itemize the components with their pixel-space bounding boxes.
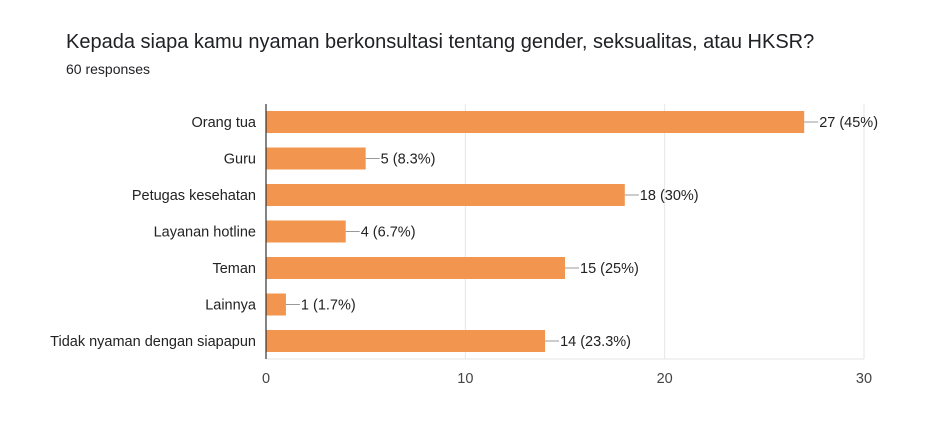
value-label: 27 (45%) xyxy=(819,115,878,131)
category-label: Guru xyxy=(224,152,256,168)
category-label: Orang tua xyxy=(192,115,257,131)
bar-0 xyxy=(266,111,805,133)
category-label: Petugas kesehatan xyxy=(132,188,256,204)
category-label: Teman xyxy=(212,261,256,277)
response-count: 60 responses xyxy=(66,61,151,77)
value-label: 18 (30%) xyxy=(640,188,699,204)
x-tick-label: 10 xyxy=(457,371,473,387)
bar-1 xyxy=(266,147,366,170)
value-label: 1 (1.7%) xyxy=(301,298,356,314)
value-label: 5 (8.3%) xyxy=(381,152,436,168)
chart-title: Kepada siapa kamu nyaman berkonsultasi t… xyxy=(66,31,815,53)
category-label: Lainnya xyxy=(205,298,257,314)
value-label: 15 (25%) xyxy=(580,261,639,277)
bar-4 xyxy=(266,257,565,279)
value-label: 4 (6.7%) xyxy=(361,225,416,241)
bar-5 xyxy=(266,293,286,316)
x-tick-label: 0 xyxy=(262,371,270,387)
category-label: Layanan hotline xyxy=(154,225,256,241)
category-label: Tidak nyaman dengan siapapun xyxy=(50,334,256,350)
value-label: 14 (23.3%) xyxy=(560,334,631,350)
bar-2 xyxy=(266,184,625,206)
bar-6 xyxy=(266,330,546,352)
bar-3 xyxy=(266,220,346,243)
x-tick-label: 20 xyxy=(657,371,673,387)
x-tick-label: 30 xyxy=(856,371,872,387)
